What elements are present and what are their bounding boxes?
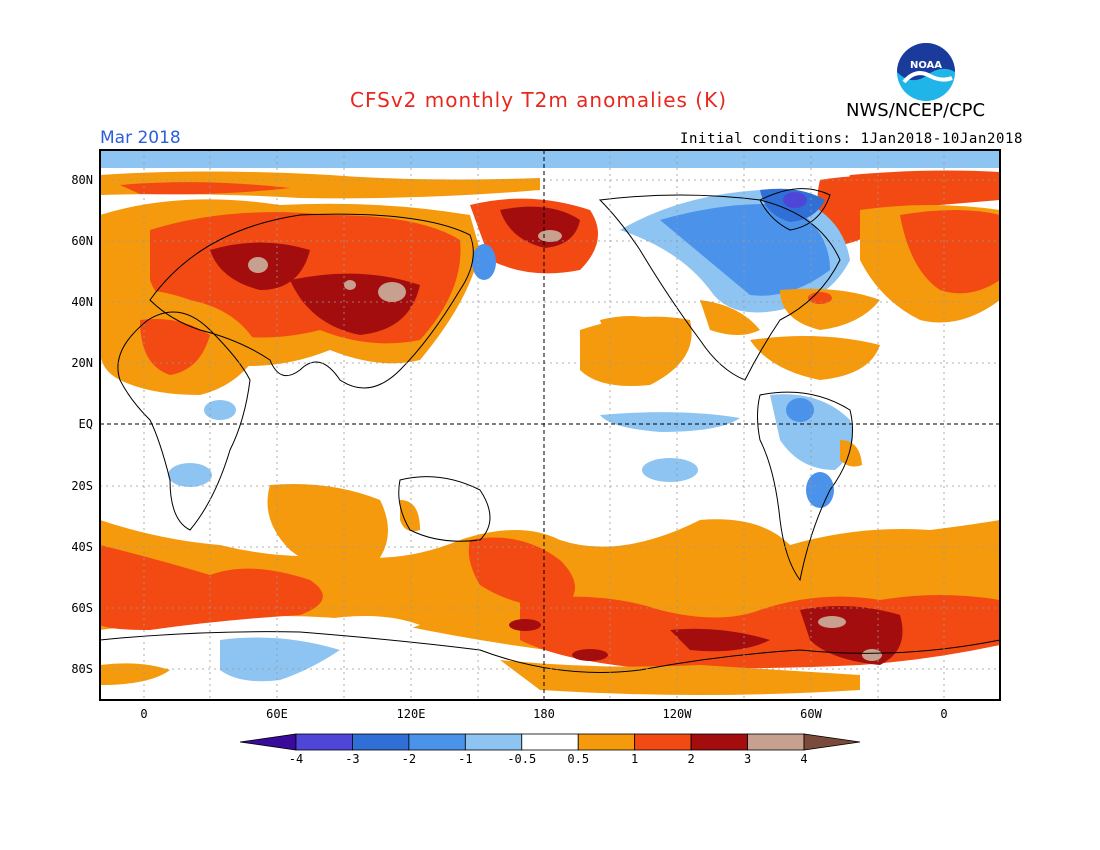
lat-label: 60N <box>71 234 93 248</box>
colorbar-tick-label: -4 <box>289 752 303 766</box>
colorbar-tick-label: 3 <box>744 752 751 766</box>
lon-label: 120E <box>397 707 426 721</box>
longitude-labels: 0 60E 120E 180 120W 60W 0 <box>140 707 947 721</box>
map-frame <box>99 149 1001 701</box>
agency-label: NWS/NCEP/CPC <box>846 100 986 121</box>
lat-label: EQ <box>79 417 93 431</box>
lon-label: 0 <box>140 707 147 721</box>
initial-conditions-label: Initial conditions: 1Jan2018-10Jan2018 <box>680 131 1024 147</box>
lat-label: 80N <box>71 173 93 187</box>
colorbar-labels: -4 -3 -2 -1 -0.5 0.5 1 2 3 4 <box>289 752 808 766</box>
lat-label: 80S <box>71 662 93 676</box>
map-grid <box>100 150 1000 700</box>
colorbar-tick-label: -2 <box>402 752 416 766</box>
lon-label: 0 <box>940 707 947 721</box>
lon-label: 180 <box>533 707 555 721</box>
colorbar-swatch <box>521 733 579 751</box>
lat-label: 20N <box>71 356 93 370</box>
lon-label: 120W <box>663 707 693 721</box>
colorbar-tick-label: -0.5 <box>507 752 536 766</box>
colorbar-swatch <box>464 733 523 751</box>
colorbar-tick-label: -3 <box>345 752 359 766</box>
month-label: Mar 2018 <box>100 128 181 148</box>
colorbar-tick-label: 4 <box>800 752 807 766</box>
noaa-logo: NOAA <box>897 43 955 101</box>
colorbar-tick-label: 0.5 <box>567 752 589 766</box>
colorbar-tick-label: -1 <box>458 752 472 766</box>
colorbar-swatch-min <box>239 733 297 751</box>
chart-title: CFSv2 monthly T2m anomalies (K) <box>350 88 727 112</box>
lat-label: 40S <box>71 540 93 554</box>
colorbar-swatch <box>577 733 636 751</box>
svg-text:NOAA: NOAA <box>910 60 942 71</box>
colorbar-swatch <box>747 733 805 751</box>
colorbar-swatch-max <box>803 733 861 751</box>
lat-label: 60S <box>71 601 93 615</box>
anomaly-shading <box>100 150 1000 695</box>
coastlines <box>100 188 1000 673</box>
colorbar-tick-label: 1 <box>631 752 638 766</box>
colorbar-swatch <box>295 733 353 751</box>
lon-label: 60E <box>266 707 288 721</box>
colorbar-swatch <box>690 733 748 751</box>
colorbar-swatches <box>239 733 861 751</box>
latitude-labels: 80N 60N 40N 20N EQ 20S 40S 60S 80S <box>71 173 93 676</box>
lat-label: 40N <box>71 295 93 309</box>
colorbar-swatch <box>408 733 466 751</box>
colorbar-tick-label: 2 <box>687 752 694 766</box>
colorbar-swatch <box>634 733 692 751</box>
lon-label: 60W <box>800 707 822 721</box>
colorbar-swatch <box>352 733 410 751</box>
lat-label: 20S <box>71 479 93 493</box>
